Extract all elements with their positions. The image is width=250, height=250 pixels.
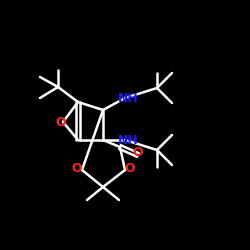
Text: O: O (72, 162, 82, 174)
Text: NH: NH (118, 134, 139, 146)
Text: O: O (56, 116, 66, 128)
Text: O: O (125, 162, 135, 174)
Text: O: O (133, 146, 143, 160)
Text: NH: NH (118, 92, 139, 104)
